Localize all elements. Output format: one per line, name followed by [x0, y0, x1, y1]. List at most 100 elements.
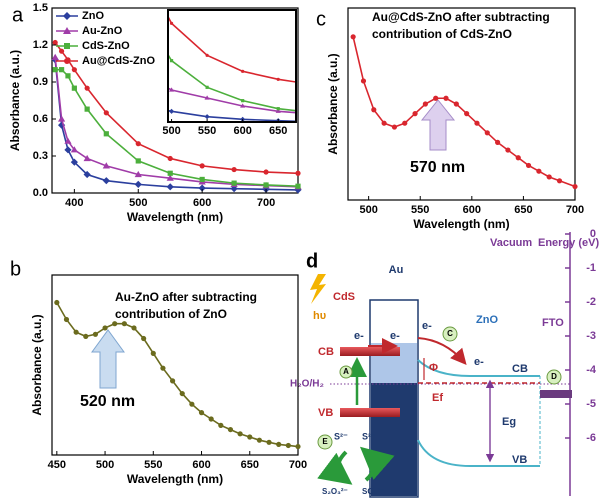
y-tick-label: 0.0 — [33, 187, 48, 199]
marker — [83, 154, 91, 162]
marker — [295, 183, 301, 189]
marker — [70, 146, 78, 153]
zno-cb — [417, 359, 540, 377]
marker — [371, 107, 377, 113]
marker — [208, 416, 214, 422]
y-tick-label: 1.5 — [33, 2, 48, 14]
electron: e- — [354, 330, 364, 342]
marker — [311, 119, 316, 124]
marker — [205, 85, 209, 89]
energy-tick-label: -6 — [586, 432, 596, 444]
marker — [133, 101, 138, 106]
panel-label: a — [12, 4, 24, 26]
band-diagram: d Vacuum Energy (eV) 0 -1 -2 -3 -4 -5 -6 Au CB… — [290, 228, 599, 498]
annotation: Au@CdS-ZnO after subtracting — [372, 10, 550, 24]
marker — [166, 174, 174, 181]
x-axis-label: Wavelength (nm) — [127, 472, 223, 486]
legend-marker — [64, 58, 70, 64]
marker — [276, 77, 280, 81]
series-line — [168, 14, 296, 83]
plot: 400 500 600 700 0.0 0.3 0.6 0.9 1.2 1.5 Wavelength… — [8, 2, 316, 224]
energy-tick-label: -3 — [586, 330, 596, 342]
y-tick-label: 0.9 — [33, 76, 48, 88]
step-label: D — [551, 372, 557, 381]
marker — [160, 365, 166, 371]
legend-marker — [63, 12, 71, 20]
marker — [73, 329, 79, 335]
energy-tick-label: -4 — [586, 364, 597, 376]
marker — [241, 69, 245, 73]
inset-x-tick-label: 550 — [198, 125, 216, 137]
marker — [218, 422, 224, 428]
x-tick-label: 500 — [96, 459, 114, 471]
marker — [84, 106, 90, 112]
marker — [240, 103, 246, 108]
step-badge — [546, 369, 562, 385]
marker — [536, 168, 542, 174]
fto-level — [540, 390, 572, 398]
legend-label: Au@CdS-ZnO — [82, 55, 155, 67]
marker — [311, 111, 316, 115]
series-line — [168, 87, 296, 114]
marker — [312, 111, 315, 114]
light-icon — [310, 274, 326, 304]
species: S₂O₃²⁻ — [322, 487, 348, 496]
x-axis-label: Wavelength (nm) — [127, 210, 223, 224]
marker — [83, 170, 91, 179]
marker — [54, 299, 60, 306]
inset-frame — [167, 9, 297, 123]
plot: 450 500 550 600 650 700 Wavelength (nm) Absorba… — [10, 258, 307, 486]
marker — [63, 316, 70, 323]
marker — [360, 78, 367, 84]
panel-label: d — [306, 250, 318, 272]
marker — [204, 95, 210, 100]
marker — [231, 180, 237, 186]
marker — [199, 163, 205, 169]
marker — [231, 166, 237, 173]
legend-label: Au-ZnO — [82, 25, 123, 37]
marker — [198, 184, 206, 192]
annotation: contribution of ZnO — [115, 307, 227, 321]
marker — [312, 83, 315, 86]
marker — [52, 67, 58, 73]
panel-label: b — [10, 258, 21, 280]
marker — [103, 131, 109, 137]
axis-title: Vacuum — [490, 237, 532, 249]
marker — [179, 390, 185, 397]
marker — [443, 95, 449, 101]
marker — [505, 147, 511, 153]
marker — [64, 146, 72, 154]
marker — [168, 108, 175, 114]
plot-frame — [51, 274, 299, 456]
marker — [237, 431, 243, 437]
legend-label: ZnO — [82, 10, 104, 22]
marker — [276, 107, 280, 111]
marker — [131, 325, 137, 331]
legend-label: CdS-ZnO — [82, 40, 130, 52]
peak-label: 570 nm — [410, 159, 465, 176]
species: S²⁻ — [334, 431, 348, 441]
x-tick-label: 600 — [192, 459, 210, 471]
y-axis-label: Absorbance (a.u.) — [30, 314, 44, 415]
axis-unit: Energy (eV) — [538, 237, 599, 249]
x-tick-label: 600 — [193, 197, 211, 209]
marker — [381, 120, 387, 126]
electron: e- — [474, 356, 484, 368]
light-label: hυ — [313, 310, 326, 322]
marker — [205, 53, 209, 57]
step-label: C — [447, 329, 453, 338]
marker — [134, 170, 142, 178]
step-badge — [339, 365, 353, 379]
marker — [276, 441, 282, 448]
x-axis-label: Wavelength (nm) — [413, 217, 509, 231]
legend-marker — [63, 27, 71, 34]
series-line — [168, 53, 296, 112]
au-label: Au — [389, 264, 404, 276]
redox-label: H₂O/H₂ — [290, 379, 324, 390]
peak-label: 520 nm — [80, 393, 135, 410]
marker — [64, 137, 72, 144]
series-line — [168, 109, 296, 122]
marker — [556, 178, 563, 184]
y-tick-label: 1.2 — [33, 39, 48, 51]
